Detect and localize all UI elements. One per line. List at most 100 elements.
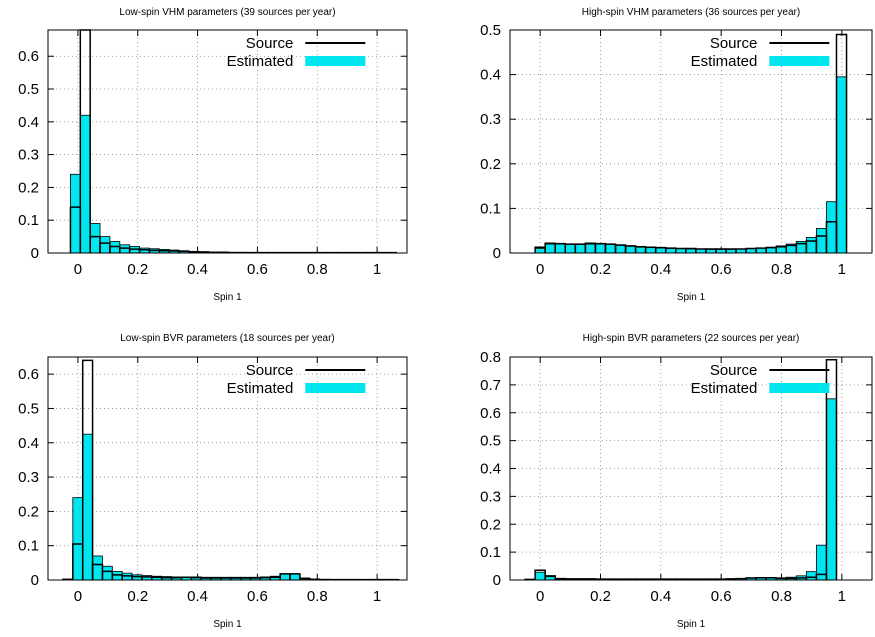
x-tick-label: 0.8 — [307, 588, 328, 605]
y-tick-label: 0.5 — [480, 433, 501, 450]
legend-swatch-estimated — [769, 383, 830, 393]
estimated-bar — [605, 244, 616, 254]
y-tick-label: 0.1 — [18, 212, 39, 229]
estimated-bar — [705, 249, 717, 254]
chart-panel-3: Low-spin BVR parameters (18 sources per … — [18, 333, 408, 630]
y-tick-label: 0 — [493, 572, 501, 589]
legend-label-estimated: Estimated — [691, 53, 758, 70]
x-tick-label: 1 — [373, 261, 381, 278]
estimated-bar — [836, 76, 847, 254]
estimated-bar — [645, 247, 657, 254]
plot-frame — [47, 356, 408, 581]
x-tick-label: 1 — [838, 261, 846, 278]
y-tick-label: 0 — [493, 245, 501, 262]
estimated-bar — [685, 248, 697, 254]
x-tick-label: 0 — [74, 261, 82, 278]
x-tick-label: 0.8 — [771, 261, 792, 278]
x-tick-label: 0.6 — [711, 261, 732, 278]
legend-label-source: Source — [246, 35, 294, 52]
chart-title: Low-spin VHM parameters (39 sources per … — [119, 7, 335, 18]
y-tick-label: 0.4 — [18, 114, 39, 131]
y-tick-label: 0.7 — [480, 377, 501, 394]
estimated-bar — [82, 433, 93, 581]
y-tick-label: 0.4 — [480, 67, 501, 84]
x-tick-label: 0.2 — [127, 261, 148, 278]
y-tick-label: 0.2 — [18, 179, 39, 196]
legend-label-estimated: Estimated — [691, 380, 758, 397]
estimated-bar — [805, 571, 817, 581]
y-tick-label: 0 — [31, 572, 39, 589]
estimated-bar — [655, 247, 667, 254]
x-tick-label: 0.2 — [590, 588, 611, 605]
x-tick-label: 0.4 — [187, 588, 208, 605]
estimated-bar — [92, 555, 103, 581]
estimated-bar — [99, 236, 111, 254]
y-tick-label: 0.4 — [18, 435, 39, 452]
plot-frame — [509, 356, 873, 581]
y-tick-label: 0.6 — [18, 366, 39, 383]
plot-frame — [47, 29, 408, 254]
estimated-bar — [725, 249, 737, 254]
estimated-bar — [665, 248, 677, 254]
estimated-bar — [534, 248, 546, 254]
estimated-bar — [805, 236, 817, 254]
chart-title: High-spin VHM parameters (36 sources per… — [582, 7, 800, 18]
estimated-bar — [544, 576, 556, 581]
x-tick-label: 0.4 — [650, 588, 671, 605]
legend-label-estimated: Estimated — [227, 53, 294, 70]
estimated-bar — [625, 245, 636, 254]
x-tick-label: 0 — [536, 588, 544, 605]
x-tick-label: 0 — [74, 588, 82, 605]
source-step — [81, 359, 94, 580]
y-tick-label: 0.2 — [480, 156, 501, 173]
estimated-bar — [119, 244, 131, 254]
estimated-bar — [79, 114, 91, 254]
estimated-bar — [826, 201, 837, 254]
x-tick-label: 0.4 — [187, 261, 208, 278]
estimated-bar — [279, 573, 291, 581]
chart-title: High-spin BVR parameters (22 sources per… — [583, 333, 800, 344]
estimated-bar — [564, 244, 576, 254]
estimated-bar — [102, 565, 113, 581]
x-tick-label: 0.6 — [247, 261, 268, 278]
x-tick-label: 1 — [838, 588, 846, 605]
chart-panel-2: High-spin VHM parameters (36 sources per… — [480, 7, 873, 303]
y-tick-label: 0.3 — [480, 488, 501, 505]
estimated-bar — [584, 243, 596, 254]
y-tick-label: 0.2 — [480, 516, 501, 533]
legend-swatch-estimated — [305, 56, 366, 66]
y-tick-label: 0.5 — [18, 400, 39, 417]
x-axis-label: Spin 1 — [213, 292, 242, 303]
estimated-bar — [595, 243, 606, 254]
estimated-bar — [544, 243, 556, 254]
estimated-bar — [554, 243, 566, 254]
x-tick-label: 1 — [373, 588, 381, 605]
estimated-bar — [89, 223, 101, 254]
estimated-bar — [289, 573, 301, 581]
x-tick-label: 0.2 — [590, 261, 611, 278]
legend-swatch-estimated — [305, 383, 366, 393]
estimated-bar — [72, 497, 84, 581]
legend-label-source: Source — [246, 362, 294, 379]
y-tick-label: 0.3 — [18, 147, 39, 164]
x-tick-label: 0.8 — [771, 588, 792, 605]
estimated-bar — [534, 571, 546, 581]
y-tick-label: 0.5 — [18, 81, 39, 98]
legend-label-estimated: Estimated — [227, 380, 294, 397]
source-step — [289, 573, 301, 580]
x-tick-label: 0.2 — [127, 588, 148, 605]
x-tick-label: 0.8 — [307, 261, 328, 278]
x-tick-label: 0.6 — [247, 588, 268, 605]
source-step — [825, 359, 838, 580]
y-tick-label: 0.3 — [18, 469, 39, 486]
x-axis-label: Spin 1 — [213, 619, 242, 630]
estimated-bar — [139, 247, 150, 254]
estimated-bar — [715, 249, 727, 254]
source-step — [835, 33, 848, 253]
x-tick-label: 0.4 — [650, 261, 671, 278]
estimated-bar — [816, 228, 827, 254]
y-tick-label: 0.6 — [18, 48, 39, 65]
y-tick-label: 0.3 — [480, 111, 501, 128]
plot-frame — [509, 29, 873, 254]
